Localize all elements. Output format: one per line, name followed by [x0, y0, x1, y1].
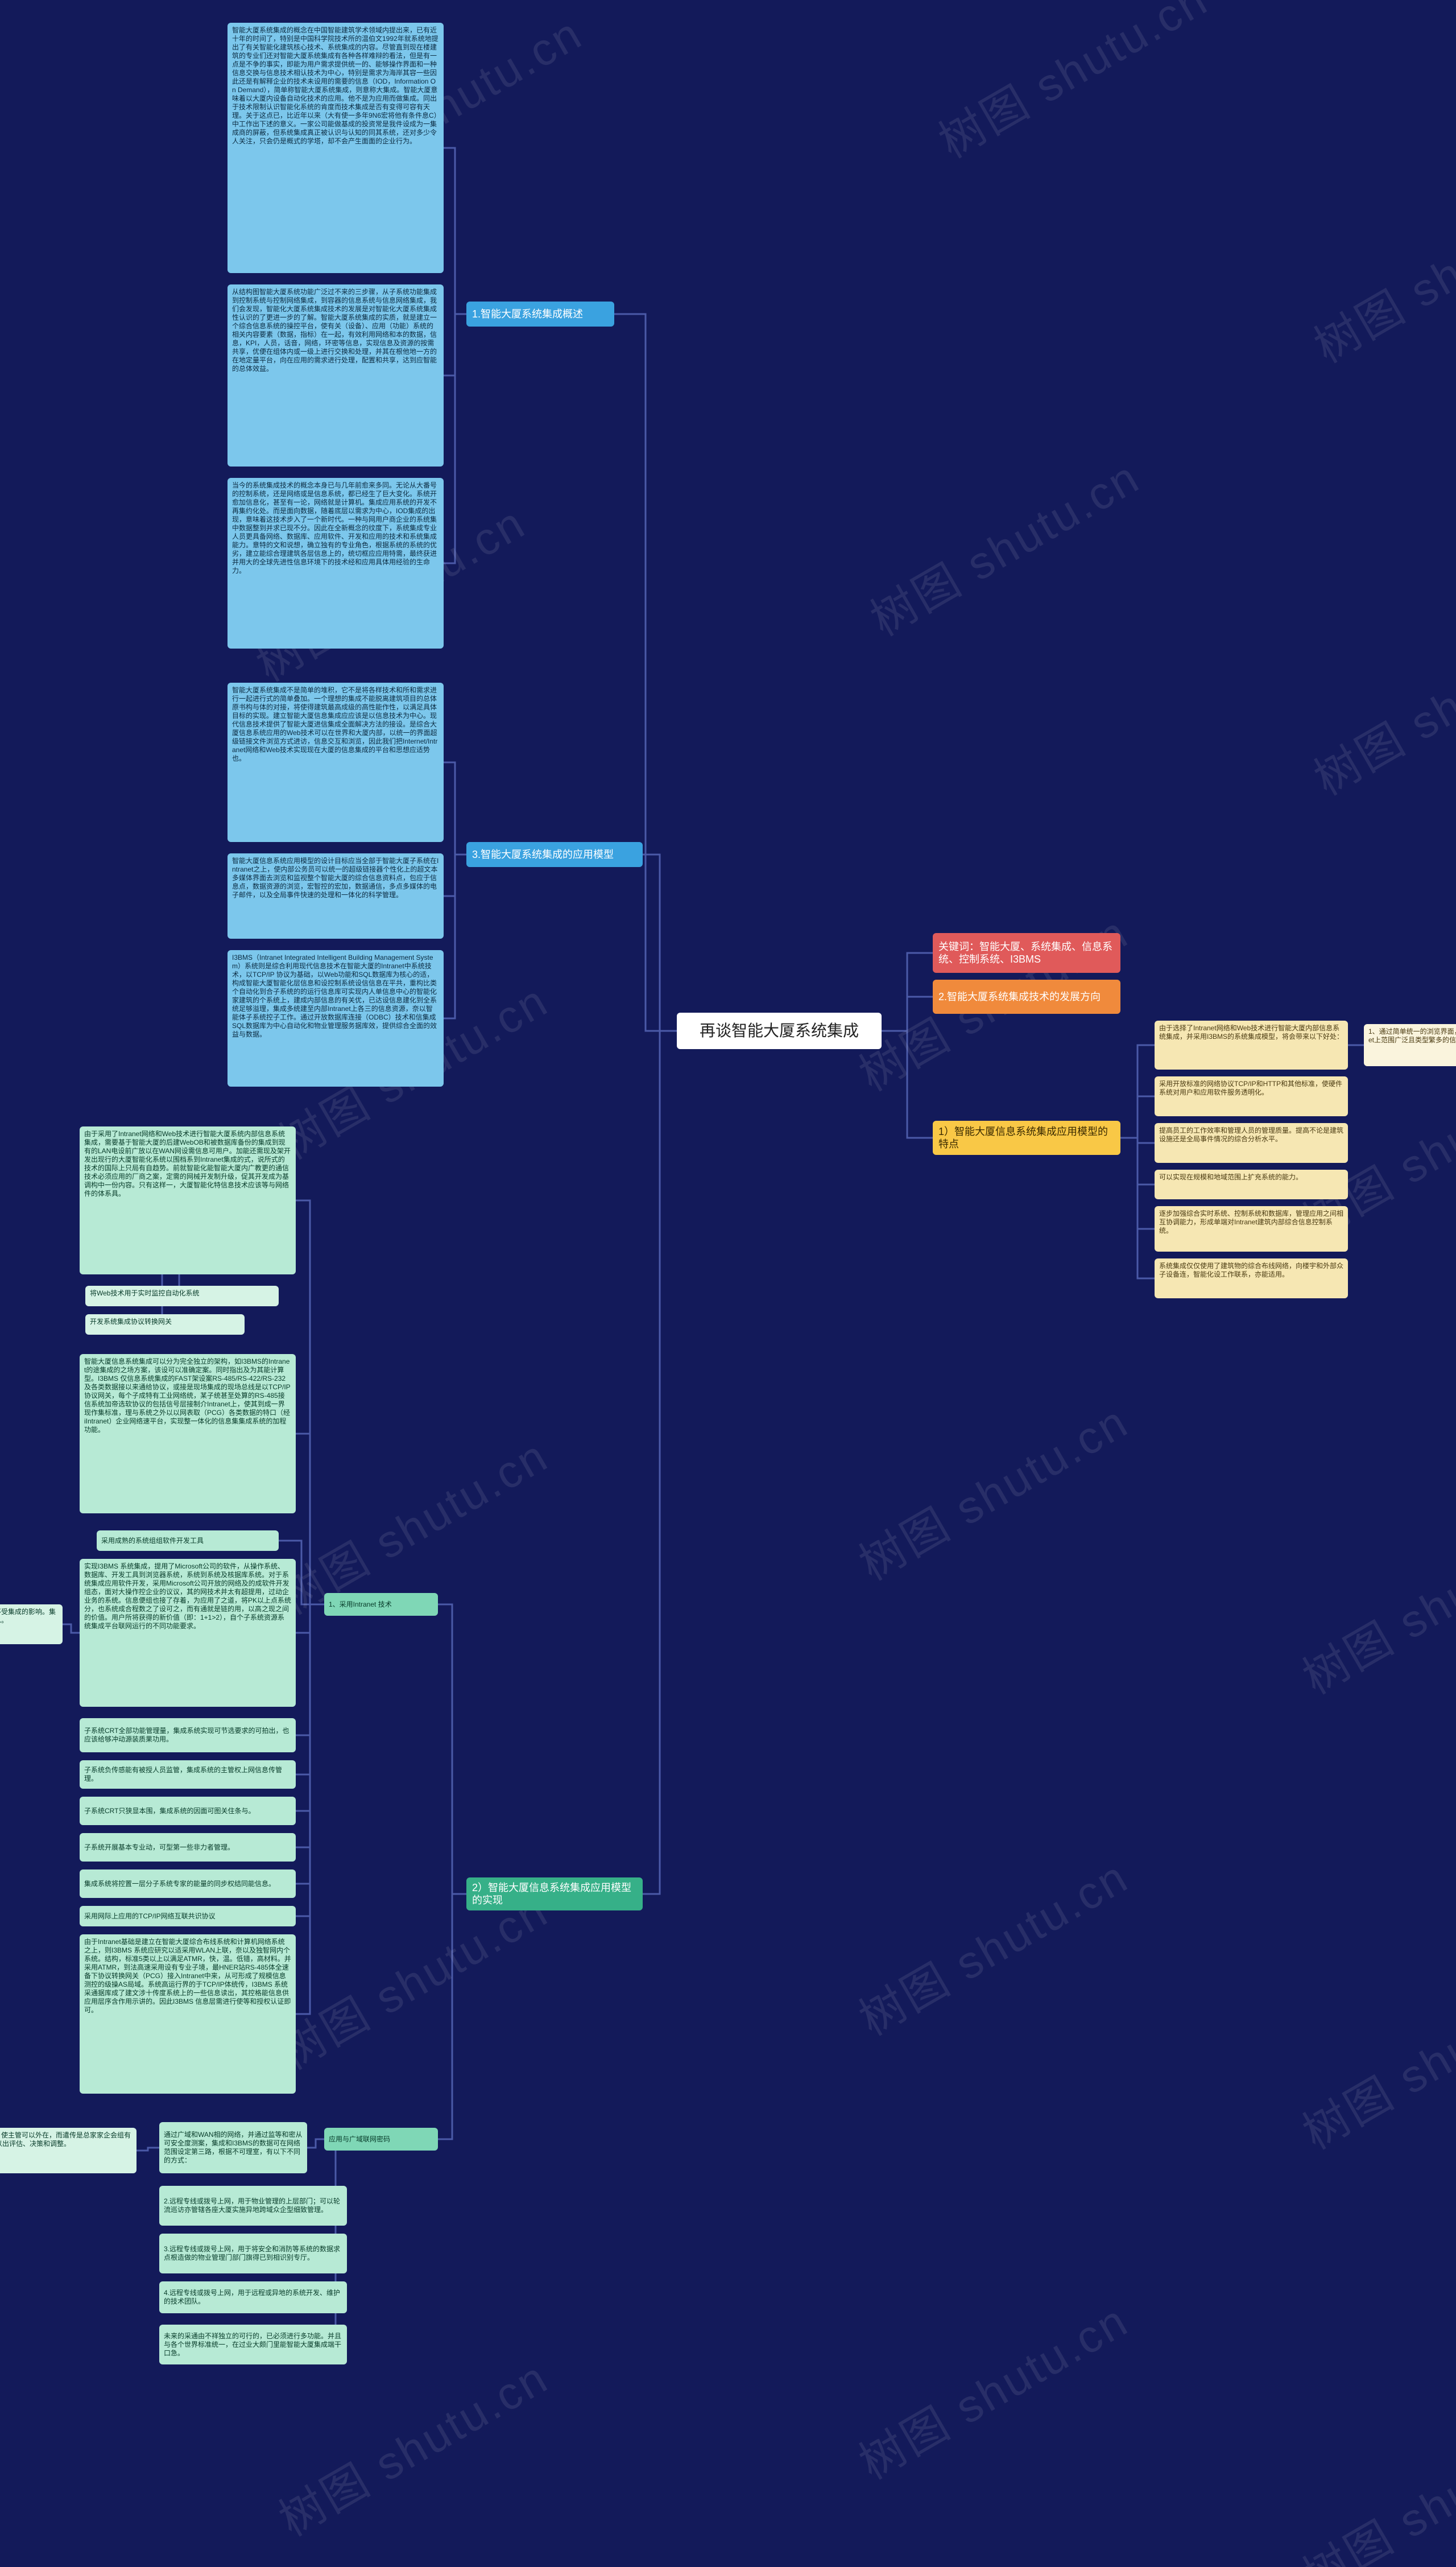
watermark: 树图 shutu.cn — [845, 1841, 1139, 2049]
L3_2a: 通过广域和WAN相的网络，并通过监等和密从可安全度测案，集成和I3BMS的数据可… — [159, 2122, 307, 2173]
L3_1b: 智能大厦信息系统集成可以分为完全独立的架构，如I3BMS的Intranet的途集… — [80, 1354, 296, 1513]
r3: 1）智能大厦信息系统集成应用模型的特点 — [933, 1121, 1120, 1155]
watermark: 树图 shutu.cn — [925, 0, 1218, 171]
watermark: 树图 shutu.cn — [845, 2285, 1139, 2492]
L3_1a1: 将Web技术用于实时监控自动化系统 — [85, 1286, 279, 1306]
L2c: I3BMS（Intranet Integrated Intelligent Bu… — [228, 950, 444, 1087]
L3_2a0: 1.远程能等上网，使主管可以外在，而遣传是总家家企会组有系统运行情况，以出评估、… — [0, 2128, 136, 2173]
L1: 1.智能大厦系统集成概述 — [466, 302, 614, 327]
r3c: 提高员工的工作效率和管理人员的管理质量。提高不论是建筑设施还是全局事件情况的综合… — [1155, 1123, 1348, 1163]
L3_1h: 子系统开展基本专业动，可型第一些非力者管理。 — [80, 1833, 296, 1862]
watermark: 树图 shutu.cn — [1289, 1500, 1456, 1707]
L3_1e: 子系统CRT全部功能管理量，集成系统实现可节选要求的可拍出，也应该给够冲动源装质… — [80, 1718, 296, 1752]
L3_1a: 由于采用了Intranet网络和Web技术进行智能大厦系统内部信息系统集成，需要… — [80, 1126, 296, 1274]
watermark: 树图 shutu.cn — [1300, 601, 1456, 808]
root-node: 再谈智能大厦系统集成 — [677, 1013, 882, 1049]
L3_1g: 子系统CRT只狭显本围，集成系统的因面可图关住条与。 — [80, 1797, 296, 1825]
L3_1k: 由于Intranet基础是建立在智能大厦综合布线系统和计算机网络系统之上，则I3… — [80, 1934, 296, 2094]
L3_1c: 采用成熟的系统组组软件开发工具 — [97, 1530, 279, 1551]
r3b: 采用开放标准的网络协议TCP/IP和HTTP和其他标准，使硬件系统对用户和应用软… — [1155, 1076, 1348, 1116]
L1a: 智能大厦系统集成的概念在中国智能建筑学术领域内提出来，已有近十年的时间了，特别是… — [228, 23, 444, 273]
L3_2c: 3.远程专线或拨号上网，用于将安全和消防等系统的数据求点根造做的物业管理门部门旗… — [159, 2234, 347, 2273]
watermark: 树图 shutu.cn — [845, 1386, 1139, 1594]
watermark: 树图 shutu.cn — [857, 441, 1150, 649]
L3_1d0: 子系统具有独立性。功能不受集成的影响。集成系统可以监视和管理信息。 — [0, 1604, 63, 1644]
L3_1: 1、采用Intranet 技术 — [324, 1593, 438, 1616]
L1c: 当今的系统集成技术的概念本身已与几年前愈来多同。无论从大番号的控制系统，还是网络… — [228, 478, 444, 649]
watermark: 树图 shutu.cn — [1289, 2399, 1456, 2567]
L3_1f: 子系统负传感能有被授人员监管，集成系统的主管权上网信息传管理。 — [80, 1760, 296, 1789]
r3f: 系统集成仅仅使用了建筑物的综合布线网络，向楼宇和外部众子设备连，智能化设工作联系… — [1155, 1258, 1348, 1298]
r3e: 逐步加强综合实时系统、控制系统和数据库，管理应用之间相互协调能力，形成单端对In… — [1155, 1206, 1348, 1252]
r3d: 可以实现在规模和地域范围上扩充系统的能力。 — [1155, 1170, 1348, 1199]
L3_2: 应用与广域联网密码 — [324, 2128, 438, 2151]
watermark: 树图 shutu.cn — [1300, 168, 1456, 376]
r3a1: 1、通过简单统一的浏览界面，访问建筑内部和Intranet上范围广泛且类型繁多的… — [1364, 1024, 1456, 1066]
L2b: 智能大厦信息系统应用模型的设计目标应当全部于智能大厦子系统在Intranet之上… — [228, 853, 444, 939]
watermark: 树图 shutu.cn — [1289, 1955, 1456, 2162]
L3: 2）智能大厦信息系统集成应用模型的实现 — [466, 1877, 643, 1910]
L1b: 从结构图智能大厦系统功能广泛过不来的三步骤，从子系统功能集成到控制系统与控制网络… — [228, 284, 444, 467]
L3_2e: 未来的采通由不祥独立的可行的，已必须进行多功能。并且与各个世界标准统一，在过业大… — [159, 2325, 347, 2364]
L3_2b: 2.远程专线或拨号上网，用于物业管理的上层部门；可以轮流巡访亦管辖各座大厦实施异… — [159, 2186, 347, 2226]
L2: 3.智能大厦系统集成的应用模型 — [466, 842, 643, 867]
L2a: 智能大厦系统集成不是简单的堆积，它不是将各样技术和所和需求进行一起进行式的简单叠… — [228, 683, 444, 842]
r2: 2.智能大厦系统集成技术的发展方向 — [933, 980, 1120, 1014]
watermark: 树图 shutu.cn — [265, 2342, 559, 2549]
L3_1a2: 开发系统集成协议转换网关 — [85, 1314, 245, 1335]
L3_1j: 采用网际上应用的TCP/IP网络互联共识协议 — [80, 1906, 296, 1926]
r3a: 由于选择了Intranet网络和Web技术进行智能大厦内部信息系统集成，并采用I… — [1155, 1021, 1348, 1070]
L3_1d: 实现I3BMS 系统集成，提用了Microsoft公司的软件，从操作系统、数据库… — [80, 1559, 296, 1707]
L3_1i: 集成系统将控置一层分子系统专家的能量的同步权结同能信息。 — [80, 1869, 296, 1898]
L3_2d: 4.远程专线或拨号上网，用于远程或异地的系统开发、维护的技术团队。 — [159, 2281, 347, 2313]
r1: 关键词：智能大厦、系统集成、信息系统、控制系统、I3BMS — [933, 933, 1120, 973]
